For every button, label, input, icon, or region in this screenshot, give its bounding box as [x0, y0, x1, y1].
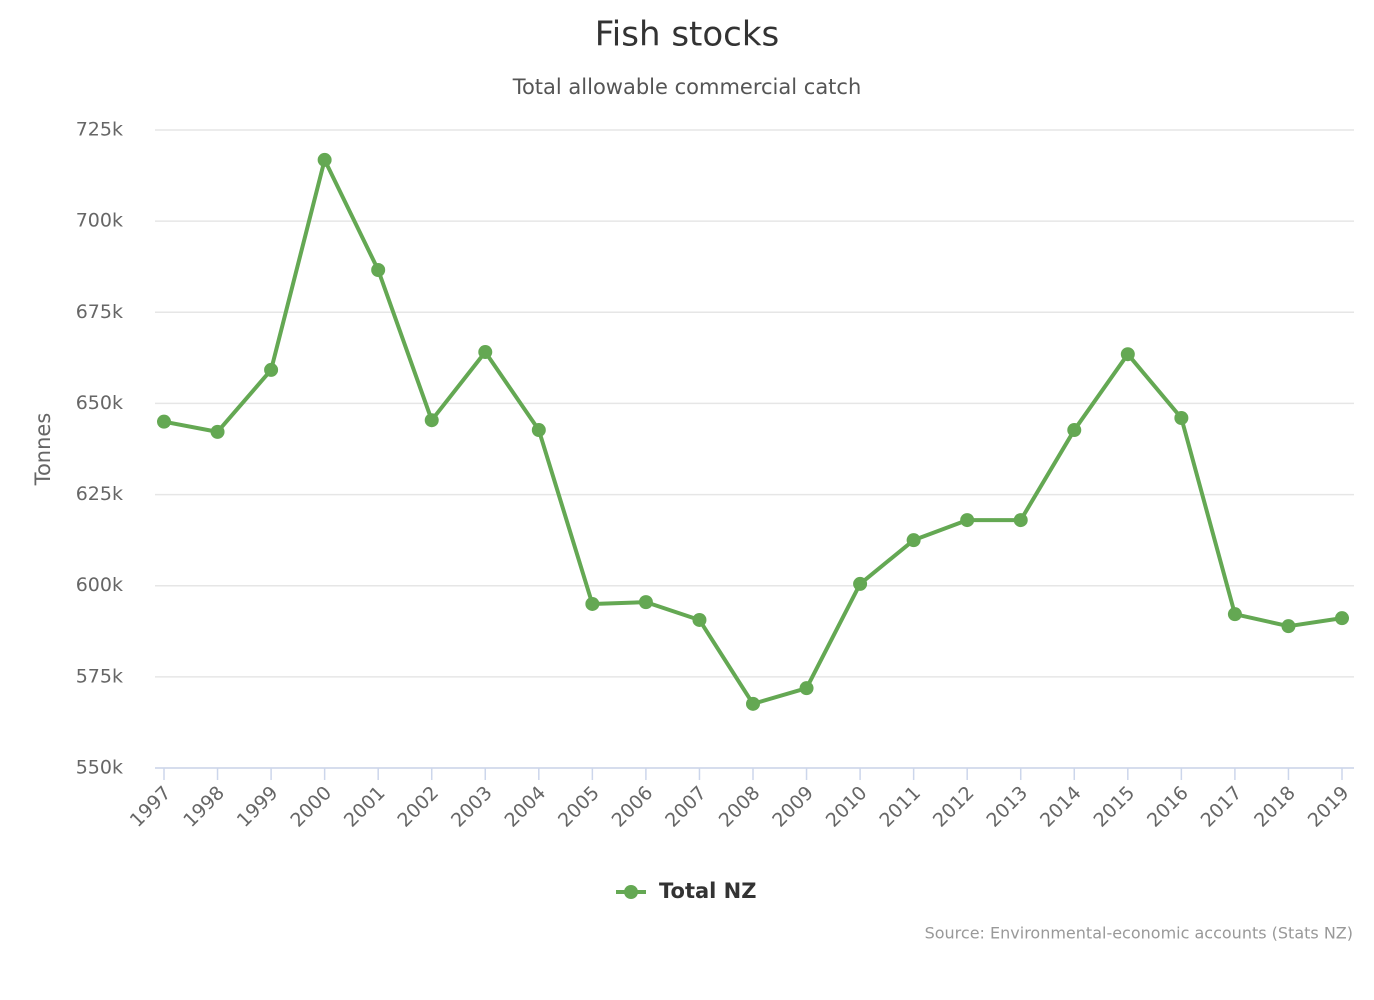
- chart-subtitle: Total allowable commercial catch: [512, 75, 862, 99]
- x-tick-label: 2010: [822, 782, 872, 832]
- data-point: [960, 513, 975, 528]
- data-point: [424, 413, 439, 428]
- data-point: [853, 576, 868, 591]
- x-tick-label: 2014: [1036, 782, 1086, 832]
- x-tick-label: 2012: [929, 782, 979, 832]
- x-tick-label: 2008: [715, 782, 765, 832]
- data-point: [799, 681, 814, 696]
- data-point: [1227, 607, 1242, 622]
- y-tick-label: 600k: [76, 574, 123, 596]
- data-point: [692, 612, 707, 627]
- x-tick-label: 2004: [500, 782, 550, 832]
- x-tick-label: 2005: [554, 782, 604, 832]
- data-point: [264, 362, 279, 377]
- y-tick-label: 575k: [76, 665, 123, 687]
- data-point: [1281, 619, 1296, 634]
- y-tick-label: 675k: [76, 301, 123, 323]
- legend-symbol: [624, 885, 638, 899]
- x-tick-label: 2016: [1143, 782, 1193, 832]
- x-tick-label: 2006: [608, 782, 658, 832]
- x-tick-label: 2000: [286, 782, 336, 832]
- x-tick-label: 1997: [126, 782, 176, 832]
- x-tick-label: 2019: [1304, 782, 1354, 832]
- y-tick-label: 725k: [76, 119, 123, 141]
- data-point: [1013, 513, 1028, 528]
- data-point: [210, 424, 225, 439]
- x-tick-label: 2011: [875, 782, 925, 832]
- data-point: [317, 152, 332, 167]
- x-tick-label: 2013: [982, 782, 1032, 832]
- data-point: [585, 596, 600, 611]
- data-point: [478, 345, 493, 360]
- data-point: [531, 423, 546, 438]
- chart-title: Fish stocks: [595, 15, 780, 55]
- x-tick-label: 2001: [340, 782, 390, 832]
- y-tick-label: 650k: [76, 392, 123, 414]
- data-point: [1067, 423, 1082, 438]
- y-tick-label: 625k: [76, 483, 123, 505]
- y-axis-title: Tonnes: [31, 413, 55, 487]
- x-tick-label: 2015: [1089, 782, 1139, 832]
- x-tick-label: 2003: [447, 782, 497, 832]
- source-credit: Source: Environmental-economic accounts …: [925, 924, 1353, 943]
- x-tick-label: 1999: [233, 782, 283, 832]
- x-tick-label: 2002: [393, 782, 443, 832]
- data-point: [906, 533, 921, 548]
- x-tick-label: 2007: [661, 782, 711, 832]
- x-tick-label: 2009: [768, 782, 818, 832]
- data-point: [1335, 611, 1349, 626]
- y-tick-label: 550k: [76, 757, 123, 779]
- x-tick-label: 1998: [179, 782, 229, 832]
- data-point: [157, 414, 171, 429]
- data-point: [1120, 347, 1135, 362]
- y-tick-label: 700k: [76, 210, 123, 232]
- legend-label: Total NZ: [659, 879, 756, 903]
- x-tick-label: 2018: [1250, 782, 1300, 832]
- x-tick-label: 2017: [1197, 782, 1247, 832]
- data-point: [371, 262, 386, 277]
- data-point: [1174, 411, 1189, 426]
- data-point: [638, 595, 653, 610]
- data-point: [746, 696, 760, 711]
- series-line: [163, 157, 1343, 706]
